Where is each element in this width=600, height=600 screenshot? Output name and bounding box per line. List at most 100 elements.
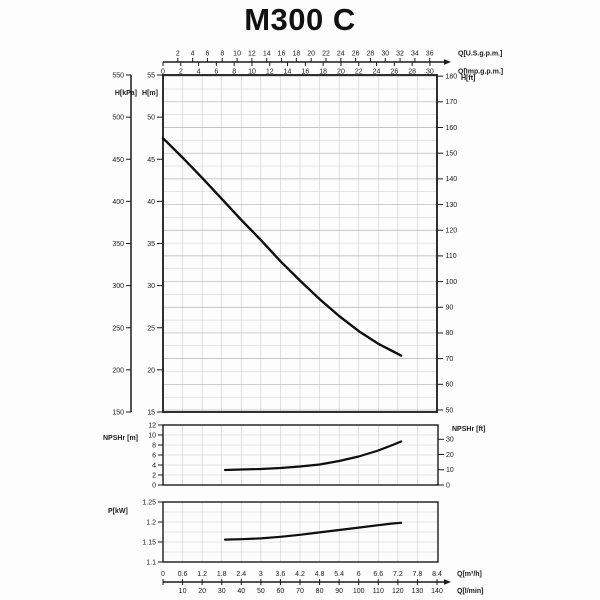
tick-label: 4	[191, 51, 195, 58]
tick-label: 500	[112, 115, 124, 122]
tick-label: 0	[161, 571, 165, 578]
tick-label: 20	[337, 69, 345, 76]
tick-label: 100	[446, 279, 458, 286]
tick-label: 22	[322, 51, 330, 58]
tick-label: 150	[112, 410, 124, 417]
npsh-ft-axis-label: NPSHr [ft]	[452, 426, 485, 433]
npsh-m-axis: 12 10 8 6 4 2 0 NPSHr [m]	[103, 422, 163, 489]
tick-label: 6.6	[373, 571, 383, 578]
tick-label: 8	[232, 69, 236, 76]
tick-label: 4.8	[315, 571, 325, 578]
q-m3h-axis-label: Q[m³/h]	[457, 571, 482, 578]
tick-label: 10	[248, 69, 256, 76]
tick-label: 1.2	[146, 519, 156, 526]
tick-label: 10	[179, 588, 187, 595]
tick-label: 34	[411, 51, 419, 58]
tick-label: 12	[148, 422, 156, 429]
tick-label: 25	[147, 325, 155, 332]
h-m-axis: 55 50 45 40 35 30 25 20 15 H[m]	[142, 73, 163, 417]
tick-label: 24	[337, 51, 345, 58]
tick-label: 140	[431, 588, 443, 595]
tick-label: 120	[392, 588, 404, 595]
tick-label: 55	[147, 73, 155, 80]
h-m-axis-label: H[m]	[142, 90, 158, 97]
tick-label: 8.4	[432, 571, 442, 578]
tick-label: 3.6	[276, 571, 286, 578]
tick-label: 4	[197, 69, 201, 76]
tick-label: 1.1	[146, 559, 156, 566]
tick-label: 0.6	[178, 571, 188, 578]
tick-label: 10	[148, 432, 156, 439]
q-bottom-axis: 0 0.6 1.2 1.8 2.4 3 3.6 4.2 4.8 5.4 6 6.6 7.2 7.8 8.4 1…	[161, 571, 483, 595]
tick-label: 18	[292, 51, 300, 58]
npsh-grid	[163, 425, 438, 485]
tick-label: 10	[446, 467, 454, 474]
tick-label: 120	[446, 228, 458, 235]
q-impgpm-axis-label: Q[Imp.g.p.m.]	[458, 69, 503, 76]
tick-label: 8	[152, 442, 156, 449]
h-ft-axis: 180 170 160 150 140 130 120 110 100 90 80 70 60 50 H[f…	[437, 73, 475, 414]
tick-label: 6	[357, 571, 361, 578]
tick-label: 28	[367, 51, 375, 58]
tick-label: 20	[147, 367, 155, 374]
axis-arrow-icon	[444, 59, 451, 65]
tick-label: 2.4	[236, 571, 246, 578]
tick-label: 300	[112, 283, 124, 290]
tick-label: 1.8	[217, 571, 227, 578]
tick-label: 12	[266, 69, 274, 76]
tick-label: 18	[319, 69, 327, 76]
tick-label: 28	[408, 69, 416, 76]
tick-label: 30	[446, 437, 454, 444]
tick-label: 7.8	[413, 571, 423, 578]
tick-label: 550	[112, 73, 124, 80]
tick-label: 90	[446, 305, 454, 312]
tick-label: 70	[296, 588, 304, 595]
tick-label: 16	[301, 69, 309, 76]
power-kw-axis-label: P[kW]	[108, 508, 128, 515]
tick-label: 26	[352, 51, 360, 58]
tick-label: 2	[176, 51, 180, 58]
tick-label: 2	[152, 472, 156, 479]
tick-label: 45	[147, 157, 155, 164]
tick-label: 350	[112, 241, 124, 248]
tick-label: 130	[446, 202, 458, 209]
tick-label: 40	[147, 199, 155, 206]
tick-label: 6	[152, 452, 156, 459]
tick-label: 40	[237, 588, 245, 595]
page-title: M300 C	[244, 2, 356, 37]
tick-label: 180	[446, 73, 458, 80]
tick-label: 50	[446, 407, 454, 414]
power-plot-border	[162, 501, 439, 563]
tick-label: 1.15	[142, 539, 156, 546]
tick-label: 8	[220, 51, 224, 58]
npsh-ft-axis: 30 20 10 0 NPSHr [ft]	[438, 426, 485, 489]
q-gpm-top-axis: 2 4 6 8 10 12 14 16 18 20 22 24 26 28 30 32 34 360 2 4 6 8 10 1…	[161, 51, 503, 76]
h-kpa-axis: 550 500 450 400 350 300 250 200 150 H[kPa]	[112, 73, 137, 417]
tick-label: 0	[161, 69, 165, 76]
tick-label: 60	[446, 382, 454, 389]
tick-label: 26	[390, 69, 398, 76]
tick-label: 20	[198, 588, 206, 595]
tick-label: 160	[446, 125, 458, 132]
main-grid	[163, 75, 437, 412]
tick-label: 110	[373, 588, 384, 595]
tick-label: 60	[277, 588, 285, 595]
tick-label: 80	[316, 588, 324, 595]
tick-label: 6	[205, 51, 209, 58]
tick-label: 70	[446, 356, 454, 363]
power-grid	[163, 502, 438, 562]
tick-label: 24	[373, 69, 381, 76]
tick-label: 200	[112, 367, 124, 374]
tick-label: 3	[259, 571, 263, 578]
tick-label: 1.25	[142, 499, 156, 506]
tick-label: 2	[179, 69, 183, 76]
tick-label: 30	[147, 283, 155, 290]
tick-label: 5.4	[334, 571, 344, 578]
tick-label: 15	[147, 410, 155, 417]
q-usgpm-axis-label: Q[U.S.g.p.m.]	[458, 51, 502, 58]
tick-label: 35	[147, 241, 155, 248]
tick-label: 22	[355, 69, 363, 76]
tick-label: 80	[446, 330, 454, 337]
